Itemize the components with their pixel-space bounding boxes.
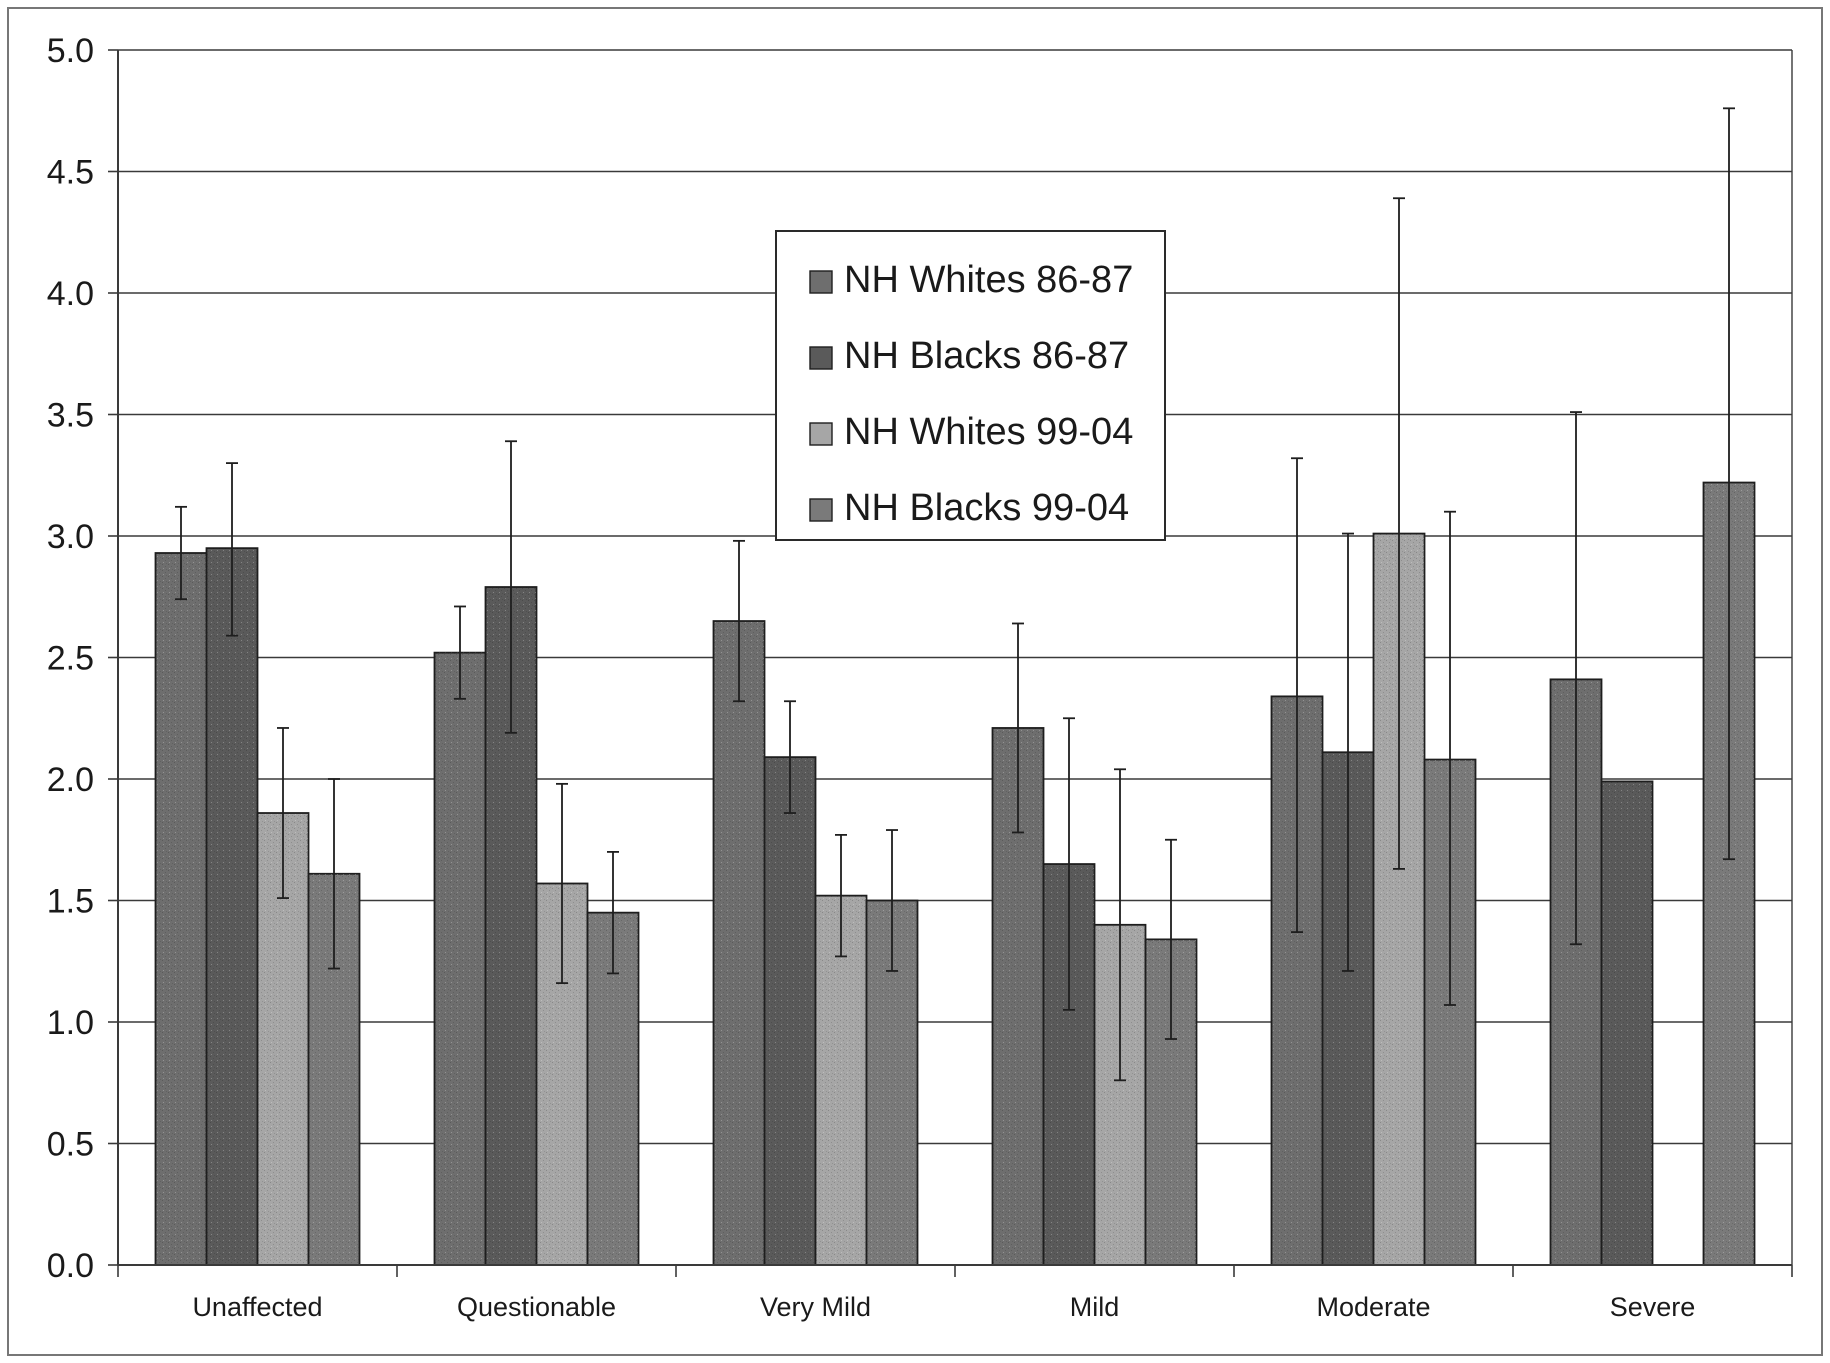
y-tick-label: 4.5 — [47, 154, 94, 192]
y-tick-label: 1.0 — [47, 1004, 94, 1042]
x-category-label: Questionable — [457, 1292, 616, 1322]
y-tick-label: 2.0 — [47, 761, 94, 799]
legend-swatch — [809, 422, 833, 446]
legend-label: NH Whites 86-87 — [844, 259, 1133, 301]
bar-texture — [434, 652, 486, 1265]
legend: NH Whites 86-87 NH Blacks 86-87 NH Whites … — [775, 230, 1166, 541]
legend-swatch — [809, 346, 833, 370]
y-tick-label: 5.0 — [47, 32, 94, 70]
legend-label: NH Blacks 99-04 — [844, 487, 1129, 529]
x-category-label: Severe — [1610, 1292, 1696, 1322]
y-tick-label: 1.5 — [47, 883, 94, 921]
bar-texture — [1601, 781, 1653, 1265]
legend-swatch — [809, 270, 833, 294]
legend-label: NH Whites 99-04 — [844, 411, 1133, 453]
bar-texture — [155, 553, 207, 1265]
error-bars — [175, 107, 1735, 1082]
y-tick-labels: 0.0 0.5 1.0 1.5 2.0 2.5 3.0 3.5 4.0 4.5 5.0 — [47, 32, 94, 1285]
x-category-label: Very Mild — [760, 1292, 871, 1322]
bar-texture — [764, 757, 816, 1265]
y-tick-label: 4.0 — [47, 275, 94, 313]
legend-box — [775, 230, 1166, 541]
y-tick-label: 2.5 — [47, 640, 94, 678]
y-tick-label: 0.5 — [47, 1126, 94, 1164]
bar-texture — [713, 621, 765, 1265]
y-tick-label: 0.0 — [47, 1247, 94, 1285]
axes — [108, 49, 1793, 1277]
y-tick-label: 3.0 — [47, 518, 94, 556]
y-tick-label: 3.5 — [47, 397, 94, 435]
bar-texture — [206, 548, 258, 1265]
x-category-label: Moderate — [1316, 1292, 1430, 1322]
legend-label: NH Blacks 86-87 — [844, 335, 1129, 377]
x-category-label: Unaffected — [192, 1292, 322, 1322]
legend-swatch — [809, 498, 833, 522]
x-category-labels: Unaffected Questionable Very Mild Mild Moder… — [192, 1292, 1695, 1322]
x-category-label: Mild — [1070, 1292, 1120, 1322]
chart-border — [7, 7, 1823, 1356]
